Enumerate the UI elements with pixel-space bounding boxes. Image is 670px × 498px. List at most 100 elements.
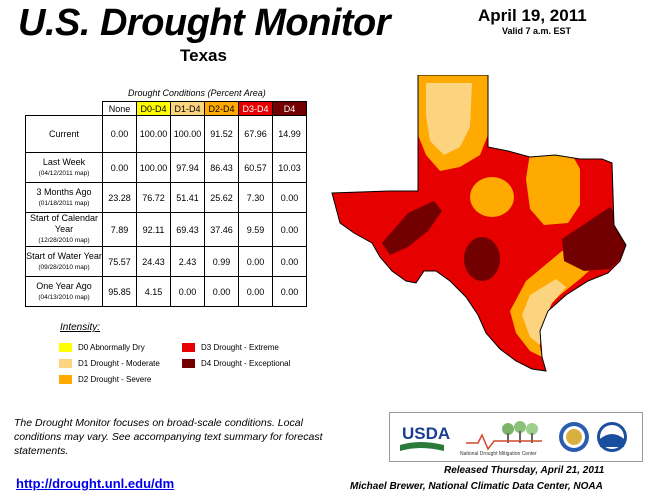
footnote: The Drought Monitor focuses on broad-sca… xyxy=(14,417,323,457)
usda-logo: USDA xyxy=(402,424,450,443)
table-cell: 0.00 xyxy=(272,246,307,277)
d4-west xyxy=(382,201,442,255)
table-cell: 0.00 xyxy=(272,276,307,307)
page-title: U.S. Drought Monitor xyxy=(18,2,391,44)
legend-title: Intensity: xyxy=(60,322,101,333)
table-cell: 4.15 xyxy=(136,276,171,307)
table-cell: 51.41 xyxy=(170,182,205,213)
row-label: Start of Calendar Year (12/28/2010 map) xyxy=(25,212,103,247)
ndmc-label: National Drought Mitigation Center xyxy=(460,451,537,457)
row-sublabel: (01/18/2011 map) xyxy=(38,199,90,207)
legend-swatch xyxy=(59,343,72,352)
table-row: Current 0.00 100.00 100.00 91.52 67.96 1… xyxy=(25,115,307,153)
table-cell: 0.00 xyxy=(170,276,205,307)
row-label: 3 Months Ago (01/18/2011 map) xyxy=(25,182,103,213)
d4-central xyxy=(464,237,500,281)
table-cell: 91.52 xyxy=(204,115,239,153)
table-cell: 2.43 xyxy=(170,246,205,277)
legend-item-d3: D3 Drought - Extreme xyxy=(182,343,279,352)
legend-item-d1: D1 Drought - Moderate xyxy=(59,359,160,368)
d1-coastal xyxy=(522,279,566,345)
table-row: Start of Calendar Year (12/28/2010 map) 7… xyxy=(25,212,307,247)
table-cell: 0.00 xyxy=(238,276,273,307)
legend-swatch xyxy=(182,359,195,368)
table-cell: 100.00 xyxy=(136,115,171,153)
table-cell: 0.00 xyxy=(238,246,273,277)
table-cell: 10.03 xyxy=(272,152,307,183)
usda-swoosh-icon xyxy=(400,442,444,451)
d2-north-central xyxy=(526,151,580,225)
col-header-d1-d4: D1-D4 xyxy=(170,101,205,116)
d2-central-west xyxy=(470,177,514,217)
noaa-logo-icon xyxy=(597,422,627,452)
table-cell: 76.72 xyxy=(136,182,171,213)
table-corner xyxy=(26,102,103,116)
legend-label: D1 Drought - Moderate xyxy=(78,359,160,368)
table-cell: 0.00 xyxy=(272,212,307,247)
d4-east xyxy=(562,207,626,271)
table-cell: 0.00 xyxy=(204,276,239,307)
table-cell: 24.43 xyxy=(136,246,171,277)
row-label-text: Start of Calendar Year xyxy=(29,213,99,234)
table-cell: 95.85 xyxy=(102,276,137,307)
legend-label: D2 Drought - Severe xyxy=(78,375,152,384)
row-label-text: One Year Ago xyxy=(36,280,92,291)
drought-monitor-link[interactable]: http://drought.unl.edu/dm xyxy=(16,476,175,491)
table-cell: 0.00 xyxy=(272,182,307,213)
table-row: Start of Water Year (09/28/2010 map) 75.5… xyxy=(25,246,307,277)
table-row: Last Week (04/12/2011 map) 0.00 100.00 97… xyxy=(25,152,307,183)
row-label: Start of Water Year (09/28/2010 map) xyxy=(25,246,103,277)
row-label-text: Last Week xyxy=(42,156,86,167)
legend-item-d2: D2 Drought - Severe xyxy=(59,375,151,384)
state-name: Texas xyxy=(180,46,227,65)
legend-label: D4 Drought - Exceptional xyxy=(201,359,291,368)
table-caption: Drought Conditions (Percent Area) xyxy=(128,88,266,98)
legend-swatch xyxy=(59,375,72,384)
table-row: One Year Ago (04/13/2010 map) 95.85 4.15 … xyxy=(25,276,307,307)
col-header-d4: D4 xyxy=(272,101,307,116)
table-cell: 75.57 xyxy=(102,246,137,277)
legend-item-d4: D4 Drought - Exceptional xyxy=(182,359,290,368)
table-cell: 97.94 xyxy=(170,152,205,183)
row-sublabel: (09/28/2010 map) xyxy=(38,263,90,271)
row-sublabel: (04/13/2010 map) xyxy=(38,293,90,301)
legend-item-d0: D0 Abnormally Dry xyxy=(59,343,145,352)
row-sublabel: (04/12/2011 map) xyxy=(38,169,90,177)
author-credit: Michael Brewer, National Climatic Data C… xyxy=(350,481,603,492)
table-cell: 25.62 xyxy=(204,182,239,213)
row-label-text: Current xyxy=(48,128,79,139)
table-cell: 86.43 xyxy=(204,152,239,183)
legend-swatch xyxy=(59,359,72,368)
table-cell: 0.99 xyxy=(204,246,239,277)
table-cell: 60.57 xyxy=(238,152,273,183)
col-header-none: None xyxy=(102,101,137,116)
map-date: April 19, 2011 xyxy=(478,6,587,25)
row-label: Current xyxy=(25,115,103,153)
texas-map-svg xyxy=(331,74,627,372)
texas-drought-map xyxy=(330,74,640,375)
table-cell: 14.99 xyxy=(272,115,307,153)
table-cell: 9.59 xyxy=(238,212,273,247)
table-cell: 7.89 xyxy=(102,212,137,247)
commerce-seal-icon xyxy=(559,422,589,452)
table-cell: 23.28 xyxy=(102,182,137,213)
table-cell: 69.43 xyxy=(170,212,205,247)
table-cell: 100.00 xyxy=(136,152,171,183)
row-label-text: 3 Months Ago xyxy=(36,186,92,197)
release-date: Released Thursday, April 21, 2011 xyxy=(444,465,605,476)
table-cell: 100.00 xyxy=(170,115,205,153)
ndmc-logo-icon xyxy=(466,421,542,451)
table-cell: 7.30 xyxy=(238,182,273,213)
row-sublabel: (12/28/2010 map) xyxy=(38,237,90,244)
state-outline xyxy=(331,74,627,372)
d1-panhandle xyxy=(426,83,472,155)
row-label-text: Start of Water Year xyxy=(26,250,102,261)
table-cell: 0.00 xyxy=(102,152,137,183)
row-label: One Year Ago (04/13/2010 map) xyxy=(25,276,103,307)
valid-time: Valid 7 a.m. EST xyxy=(502,26,572,36)
table-cell: 67.96 xyxy=(238,115,273,153)
row-label: Last Week (04/12/2011 map) xyxy=(25,152,103,183)
col-header-d3-d4: D3-D4 xyxy=(238,101,273,116)
legend-label: D0 Abnormally Dry xyxy=(78,343,145,352)
logos-svg: USDA National Drought Mitigation Center xyxy=(400,421,627,457)
